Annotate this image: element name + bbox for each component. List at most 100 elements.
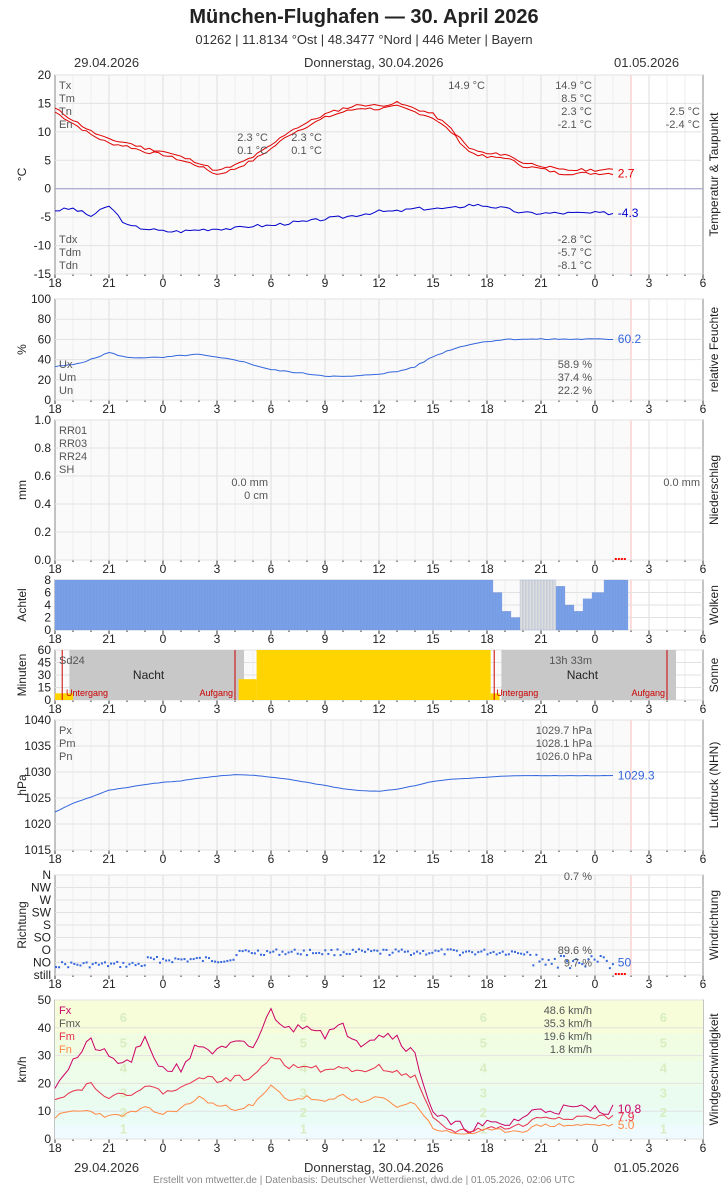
cloud-bar (231, 579, 236, 631)
dir-stat-o: 89.6 % (558, 945, 592, 957)
direction-point (449, 948, 452, 951)
cloud-bar (201, 579, 206, 631)
stat-value: 37.4 % (558, 372, 592, 384)
direction-point (489, 951, 492, 954)
direction-point (532, 964, 535, 967)
cloud-bar (498, 592, 503, 631)
cloud-bar (600, 592, 605, 631)
cloud-bar (468, 579, 473, 631)
stat-label: Um (59, 372, 76, 384)
cloud-bar (216, 579, 221, 631)
cloud-bar (606, 579, 611, 631)
cloud-bar (84, 579, 89, 631)
direction-point (562, 955, 565, 958)
x-tick-label: 9 (322, 562, 329, 576)
direction-point (113, 962, 116, 965)
stat-value: 19.6 km/h (544, 1031, 592, 1043)
cloud-bar (243, 579, 248, 631)
stat-value: 2.3 °C (291, 132, 322, 144)
direction-point (324, 949, 327, 952)
direction-point (535, 953, 538, 956)
direction-point (480, 950, 483, 953)
side-label: Windrichtung (707, 890, 721, 960)
cloud-bar (615, 579, 620, 631)
x-tick-label: 21 (534, 402, 548, 416)
y-tick-label: 0.0 (34, 553, 51, 567)
direction-point (134, 964, 137, 967)
stat-value: 0.0 mm (231, 477, 268, 489)
direction-point (587, 958, 590, 961)
direction-point (391, 951, 394, 954)
cloud-bar (96, 579, 101, 631)
direction-point (155, 955, 158, 958)
direction-point (397, 950, 400, 953)
beaufort-number: 3 (660, 1085, 667, 1100)
cloud-bar (237, 579, 242, 631)
stat-label: RR24 (59, 451, 87, 463)
x-tick-label: 21 (534, 852, 548, 866)
cloud-bar (516, 617, 521, 631)
direction-point (382, 948, 385, 951)
direction-point (330, 948, 333, 951)
direction-point (400, 948, 403, 951)
cloud-bar (558, 586, 563, 631)
direction-point (180, 958, 183, 961)
date-center-bottom: Donnerstag, 30.04.2026 (304, 1160, 444, 1175)
y-tick-label: 0.8 (34, 441, 51, 455)
cloud-bar (114, 579, 119, 631)
cloud-bar (165, 579, 170, 631)
x-tick-label: 21 (534, 276, 548, 290)
x-tick-label: 3 (646, 702, 653, 716)
stat-label: Pn (59, 751, 72, 763)
y-tick-label: 0 (44, 393, 51, 407)
stat-value: 8.5 °C (561, 93, 592, 105)
cloud-bar (474, 579, 479, 631)
direction-point (514, 950, 516, 953)
wind-stat-label: Fm (59, 1031, 75, 1043)
direction-point (171, 961, 174, 964)
stat-label: En (59, 119, 72, 131)
direction-point (165, 959, 168, 962)
sun-total: 13h 33m (549, 655, 592, 667)
cloud-bar (192, 579, 197, 631)
x-tick-label: 3 (214, 276, 221, 290)
direction-point (361, 949, 363, 952)
cloud-bar (612, 579, 617, 631)
x-tick-label: 12 (372, 1141, 386, 1155)
beaufort-number: 5 (480, 1035, 487, 1050)
x-tick-label: 0 (160, 402, 167, 416)
direction-point (409, 954, 412, 957)
cloud-bar (327, 579, 332, 631)
stat-value: -2.1 °C (558, 119, 592, 131)
x-tick-label: 6 (700, 632, 707, 646)
direction-point (538, 960, 541, 963)
direction-point (305, 954, 308, 957)
y-tick-label: SW (32, 906, 52, 920)
x-tick-label: 15 (426, 632, 440, 646)
direction-point (241, 950, 244, 953)
x-tick-label: 3 (214, 402, 221, 416)
direction-point (82, 962, 85, 965)
sunset-label: Untergang (496, 688, 538, 698)
y-tick-label: 0 (44, 693, 51, 707)
x-tick-label: 6 (700, 276, 707, 290)
date-center-top: Donnerstag, 30.04.2026 (304, 55, 444, 70)
x-tick-label: 18 (480, 977, 494, 991)
night-band (69, 650, 245, 700)
x-tick-label: 3 (214, 702, 221, 716)
beaufort-number: 2 (480, 1105, 487, 1120)
cloud-bar (63, 579, 68, 631)
x-tick-label: 21 (102, 977, 116, 991)
side-label: Temperatur & Taupunkt (707, 112, 721, 237)
direction-point (208, 957, 210, 960)
x-tick-label: 6 (268, 276, 275, 290)
direction-point (128, 963, 131, 966)
cloud-bar (381, 579, 386, 631)
x-tick-label: 6 (700, 1141, 707, 1155)
x-tick-label: 0 (592, 852, 599, 866)
x-tick-label: 21 (534, 977, 548, 991)
cloud-bar (351, 579, 356, 631)
cloud-bar (276, 579, 281, 631)
direction-point (162, 957, 165, 960)
